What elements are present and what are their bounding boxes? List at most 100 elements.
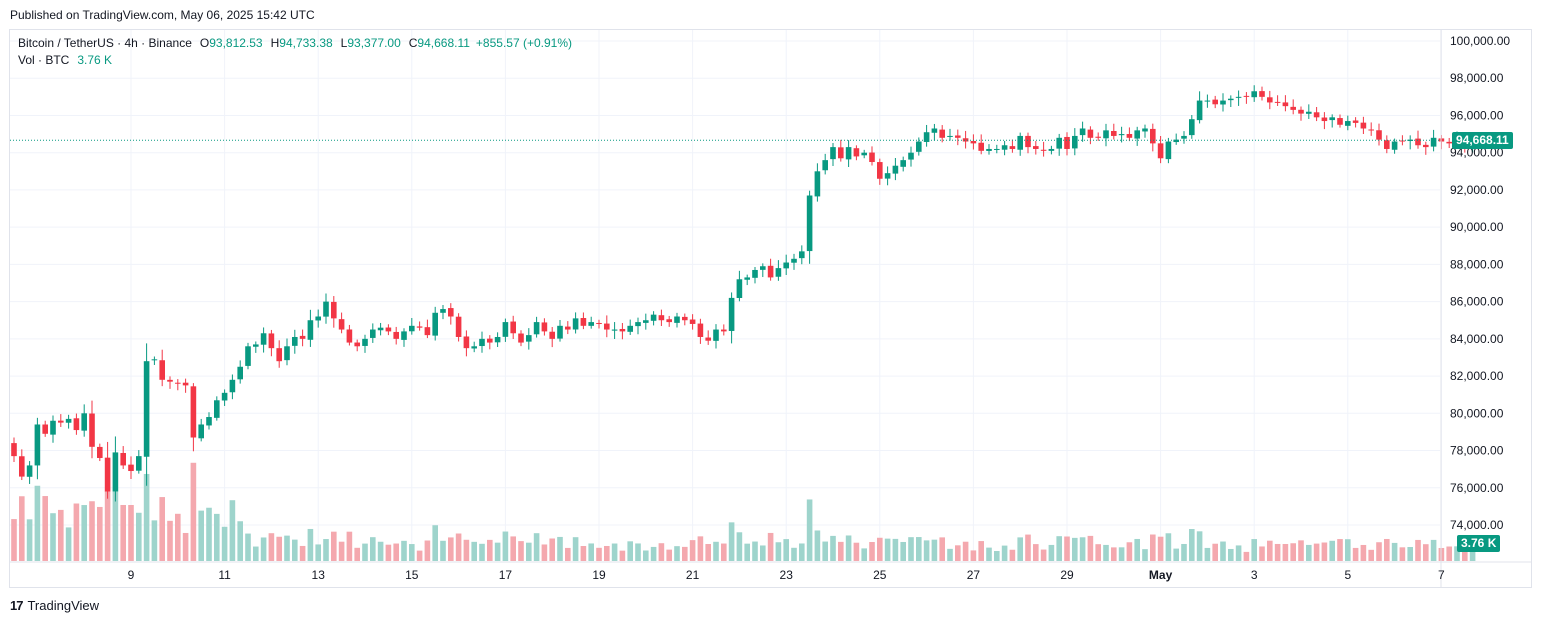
volume-bar xyxy=(471,541,477,561)
candle-body xyxy=(1189,119,1195,136)
volume-bar xyxy=(299,545,306,561)
volume-bar xyxy=(572,537,579,561)
volume-bar xyxy=(1111,547,1117,561)
candle-body xyxy=(526,335,532,342)
candle-body xyxy=(128,464,134,472)
volume-bar xyxy=(182,532,189,561)
time-tick-label: 5 xyxy=(1344,568,1351,582)
high-value: 94,733.38 xyxy=(279,36,333,50)
candle-body xyxy=(666,319,672,323)
candle-body xyxy=(1430,137,1437,147)
volume-bar xyxy=(237,521,243,561)
candle-body xyxy=(112,452,119,492)
candle-body xyxy=(1345,121,1351,126)
volume-bar xyxy=(682,546,688,561)
volume-bar xyxy=(1033,544,1039,561)
volume-bar xyxy=(643,550,649,561)
price-tick-label: 86,000.00 xyxy=(1450,295,1504,309)
volume-bar xyxy=(221,526,228,561)
candle-body xyxy=(182,382,189,386)
candle-body xyxy=(970,140,977,144)
candle-body xyxy=(658,315,665,321)
volume-bar xyxy=(1064,536,1070,561)
price-tick-label: 80,000.00 xyxy=(1450,406,1504,420)
chart-pane[interactable] xyxy=(9,29,1532,588)
volume-bar xyxy=(1415,539,1421,561)
price-tick-label: 96,000.00 xyxy=(1450,108,1504,122)
volume-bar xyxy=(401,540,407,561)
candle-body xyxy=(260,333,267,345)
volume-bar xyxy=(604,545,610,561)
volume-bar xyxy=(143,473,150,561)
volume-bar xyxy=(1321,542,1328,561)
candle-body xyxy=(728,297,735,331)
candle-body xyxy=(1118,134,1125,136)
volume-bar xyxy=(1376,542,1382,561)
candle-body xyxy=(931,128,938,133)
volume-bar xyxy=(245,533,251,561)
candle-body xyxy=(830,147,836,160)
volume-bar xyxy=(650,546,657,561)
time-tick-label: 11 xyxy=(218,568,231,582)
candle-body xyxy=(1399,140,1406,142)
candle-body xyxy=(151,359,158,361)
volume-bar xyxy=(947,548,953,561)
candle-body xyxy=(370,329,376,338)
time-tick-label: 13 xyxy=(312,568,326,582)
candle-body xyxy=(1352,120,1359,123)
volume-bar xyxy=(50,513,56,561)
candle-body xyxy=(580,318,587,326)
published-caption: Published on TradingView.com, May 06, 20… xyxy=(10,8,315,22)
candle-body xyxy=(1259,91,1265,97)
candle-body xyxy=(1001,145,1008,150)
candle-body xyxy=(752,269,758,278)
volume-bar xyxy=(627,541,633,561)
candle-body xyxy=(50,420,56,435)
volume-bar xyxy=(830,535,836,561)
candle-body xyxy=(346,329,353,343)
price-tick-label: 76,000.00 xyxy=(1450,481,1504,495)
volume-bar xyxy=(331,531,337,561)
volume-bar xyxy=(26,519,33,561)
volume-bar xyxy=(1126,542,1133,561)
candle-body xyxy=(432,312,438,336)
tradingview-footer[interactable]: 17 TradingView xyxy=(10,598,99,613)
volume-bar xyxy=(1345,539,1351,561)
legend-volume-row[interactable]: Vol · BTC 3.76 K xyxy=(18,52,572,69)
candle-body xyxy=(1290,106,1296,110)
candle-body xyxy=(955,135,961,138)
symbol-name[interactable]: Bitcoin / TetherUS · 4h · Binance xyxy=(18,36,192,50)
volume-bar xyxy=(1220,541,1226,561)
volume-bar xyxy=(549,538,555,561)
candle-body xyxy=(19,456,25,477)
candle-body xyxy=(557,325,563,339)
candle-body xyxy=(565,326,571,330)
candle-body xyxy=(604,323,610,330)
candle-body xyxy=(689,319,696,324)
candle-body xyxy=(393,331,399,339)
candle-body xyxy=(783,262,789,269)
candle-body xyxy=(619,328,626,332)
volume-bar xyxy=(845,535,852,561)
candle-body xyxy=(284,346,290,361)
volume-bar xyxy=(526,542,532,561)
candle-body xyxy=(1048,148,1055,151)
legend-symbol-row[interactable]: Bitcoin / TetherUS · 4h · Binance O 93,8… xyxy=(18,35,572,52)
price-tick-label: 100,000.00 xyxy=(1450,34,1510,48)
price-axis: 74,000.00 76,000.00 78,000.00 80,000.00 82,0… xyxy=(1450,34,1510,532)
candle-body xyxy=(448,308,454,317)
candle-body xyxy=(674,316,680,323)
low-value: 93,377.00 xyxy=(347,36,401,50)
candle-body xyxy=(908,152,914,160)
candle-body xyxy=(1282,102,1289,107)
volume-bar xyxy=(370,537,376,561)
candle-body xyxy=(541,322,548,332)
volume-bar xyxy=(892,538,899,561)
volume-label[interactable]: Vol · BTC xyxy=(18,53,70,67)
volume-bar xyxy=(97,506,103,561)
candle-body xyxy=(1103,130,1109,139)
candle-body xyxy=(338,319,345,330)
volume-bar xyxy=(448,537,454,561)
candle-body xyxy=(533,322,540,335)
